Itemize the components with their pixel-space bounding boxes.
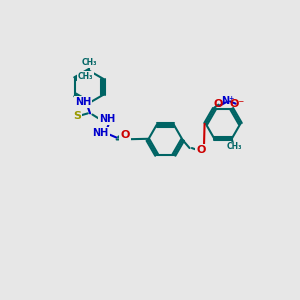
Text: O: O bbox=[120, 130, 129, 140]
Text: O⁻: O⁻ bbox=[230, 99, 245, 109]
Text: NH: NH bbox=[99, 114, 116, 124]
Text: N⁺: N⁺ bbox=[222, 96, 235, 106]
Text: CH₃: CH₃ bbox=[78, 72, 93, 81]
Text: CH₃: CH₃ bbox=[81, 58, 97, 67]
Text: S: S bbox=[74, 111, 81, 121]
Text: NH: NH bbox=[75, 97, 91, 107]
Text: NH: NH bbox=[92, 128, 109, 138]
Text: O: O bbox=[213, 99, 223, 109]
Text: O: O bbox=[196, 145, 206, 155]
Text: CH₃: CH₃ bbox=[226, 142, 242, 152]
